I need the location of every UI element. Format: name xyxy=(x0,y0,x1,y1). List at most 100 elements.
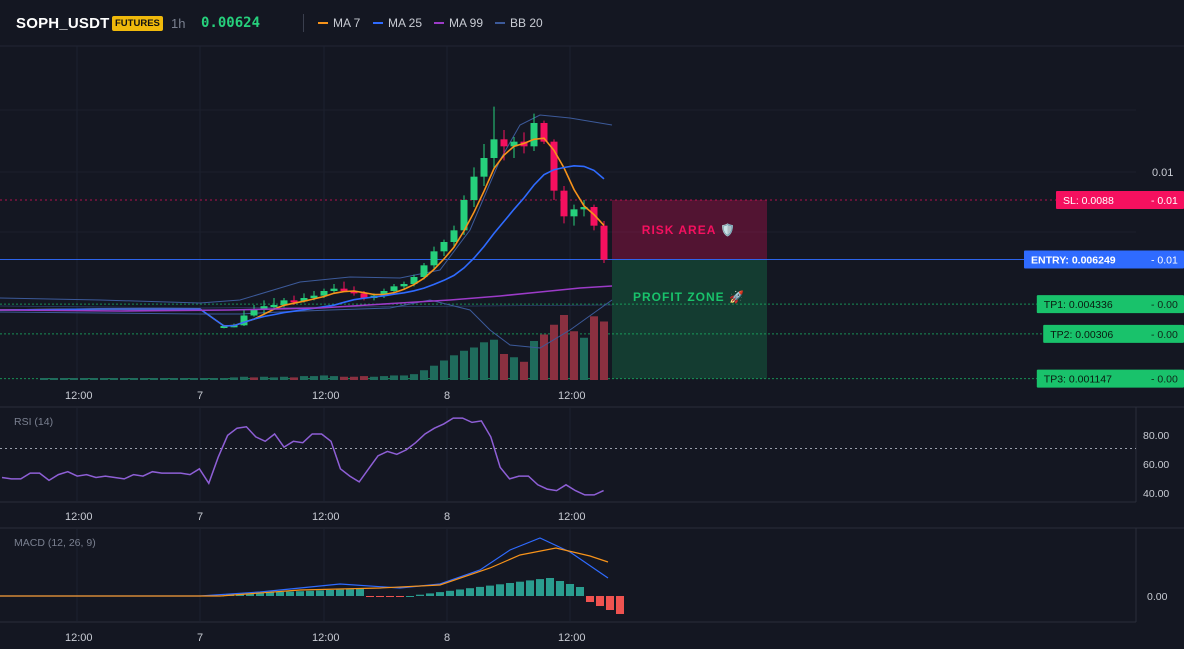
candle-body-8 xyxy=(300,297,308,302)
macd-hist-bar-35 xyxy=(356,588,364,596)
level-tag-label-0: SL: 0.0088 xyxy=(1063,195,1114,207)
candle-body-22 xyxy=(440,241,448,252)
volume-bar-15 xyxy=(370,376,378,380)
candle-body-21 xyxy=(430,251,438,266)
macd-hist-bar-60 xyxy=(606,596,614,610)
ma99-line xyxy=(0,285,613,312)
volume-bar-3 xyxy=(250,377,258,380)
volume-bar-28 xyxy=(500,354,508,380)
macd-hist-bar-48 xyxy=(486,585,494,596)
level-tag-4 xyxy=(1036,369,1184,388)
macd-hist-bar-37 xyxy=(376,596,384,597)
macd-hist-bar-34 xyxy=(346,589,354,596)
volume-bar-4 xyxy=(260,376,268,380)
volume-bar-29 xyxy=(510,357,518,380)
timeframe-label[interactable]: 1h xyxy=(171,16,186,31)
x-tick-rsi-4: 12:00 xyxy=(558,511,586,523)
legend-ma7[interactable]: MA 7 xyxy=(318,16,360,30)
legend-label-ma25: MA 25 xyxy=(388,16,423,30)
macd-title: MACD (12, 26, 9) xyxy=(14,537,96,549)
volume-bar-early-8 xyxy=(120,378,128,380)
legend-bb20[interactable]: BB 20 xyxy=(495,16,543,30)
volume-bar-early-9 xyxy=(130,378,138,380)
last-price: 0.00624 xyxy=(201,15,261,31)
volume-bar-early-14 xyxy=(180,378,188,380)
level-tag-0 xyxy=(1056,190,1184,209)
legend-label-ma99: MA 99 xyxy=(449,16,484,30)
volume-bar-30 xyxy=(520,361,528,380)
volume-bar-20 xyxy=(420,370,428,380)
macd-tick-zero: 0.00 xyxy=(1147,591,1168,603)
profit-zone xyxy=(612,259,767,379)
futures-badge: FUTURES xyxy=(112,16,163,31)
candle-body-5 xyxy=(270,304,278,307)
risk-area-zone xyxy=(612,199,767,260)
volume-bar-11 xyxy=(330,376,338,380)
x-tick-rsi-0: 12:00 xyxy=(65,511,93,523)
volume-bar-9 xyxy=(310,376,318,380)
macd-hist-bar-47 xyxy=(476,586,484,596)
volume-bar-25 xyxy=(470,347,478,380)
candle-body-36 xyxy=(580,206,588,210)
candle-body-2 xyxy=(240,315,248,326)
x-tick-macd-3: 8 xyxy=(444,632,450,644)
legend-ma99[interactable]: MA 99 xyxy=(434,16,483,30)
macd-hist-bar-49 xyxy=(496,584,504,596)
candle-body-17 xyxy=(390,286,398,291)
candle-body-33 xyxy=(550,141,558,191)
volume-bar-7 xyxy=(290,377,298,380)
macd-hist-bar-43 xyxy=(436,592,444,596)
macd-hist-bar-25 xyxy=(256,592,264,596)
macd-hist-bar-32 xyxy=(326,590,334,596)
volume-bar-early-4 xyxy=(80,378,88,380)
volume-bar-early-17 xyxy=(210,378,218,380)
macd-hist-bar-40 xyxy=(406,596,414,597)
volume-bar-34 xyxy=(560,315,568,380)
macd-hist-bar-38 xyxy=(386,596,394,597)
macd-hist-bar-33 xyxy=(336,589,344,596)
x-tick-price-4: 12:00 xyxy=(558,390,586,402)
volume-bar-36 xyxy=(580,337,588,380)
legend-ma25[interactable]: MA 25 xyxy=(373,16,422,30)
candle-body-7 xyxy=(290,300,298,303)
legend-swatch-ma25 xyxy=(373,22,383,24)
macd-hist-bar-50 xyxy=(506,583,514,596)
rsi-title: RSI (14) xyxy=(14,416,53,428)
volume-bar-31 xyxy=(530,341,538,380)
candle-body-29 xyxy=(510,141,518,147)
volume-bar-early-2 xyxy=(60,378,68,380)
candle-body-27 xyxy=(490,139,498,159)
macd-hist-bar-24 xyxy=(246,593,254,596)
candle-body-19 xyxy=(410,276,418,284)
candle-body-20 xyxy=(420,265,428,277)
volume-bar-early-15 xyxy=(190,378,198,380)
volume-bar-22 xyxy=(440,360,448,380)
volume-bar-32 xyxy=(540,334,548,380)
legend-swatch-ma7 xyxy=(318,22,328,24)
volume-bar-5 xyxy=(270,377,278,380)
candle-body-14 xyxy=(360,293,368,298)
x-tick-price-3: 8 xyxy=(444,390,450,402)
price-tick-label: 0.01 xyxy=(1152,167,1173,179)
x-tick-macd-4: 12:00 xyxy=(558,632,586,644)
macd-hist-bar-56 xyxy=(566,584,574,596)
legend-swatch-bb20 xyxy=(495,22,505,24)
candle-body-26 xyxy=(480,158,488,177)
profit-zone-label: PROFIT ZONE 🚀 xyxy=(633,290,745,304)
volume-bar-10 xyxy=(320,375,328,380)
macd-hist-bar-55 xyxy=(556,581,564,596)
volume-bar-early-12 xyxy=(160,378,168,380)
macd-hist-bar-44 xyxy=(446,590,454,596)
volume-bar-early-5 xyxy=(90,378,98,380)
volume-bar-0 xyxy=(220,378,228,380)
macd-signal-line xyxy=(0,547,609,597)
macd-hist-bar-61 xyxy=(616,596,624,614)
volume-bar-37 xyxy=(590,316,598,380)
volume-bar-21 xyxy=(430,365,438,380)
symbol-title[interactable]: SOPH_USDT xyxy=(16,15,110,32)
rsi-line xyxy=(1,417,604,496)
macd-hist-bar-46 xyxy=(466,588,474,596)
ma25-line xyxy=(0,164,605,327)
candle-body-6 xyxy=(280,300,288,305)
